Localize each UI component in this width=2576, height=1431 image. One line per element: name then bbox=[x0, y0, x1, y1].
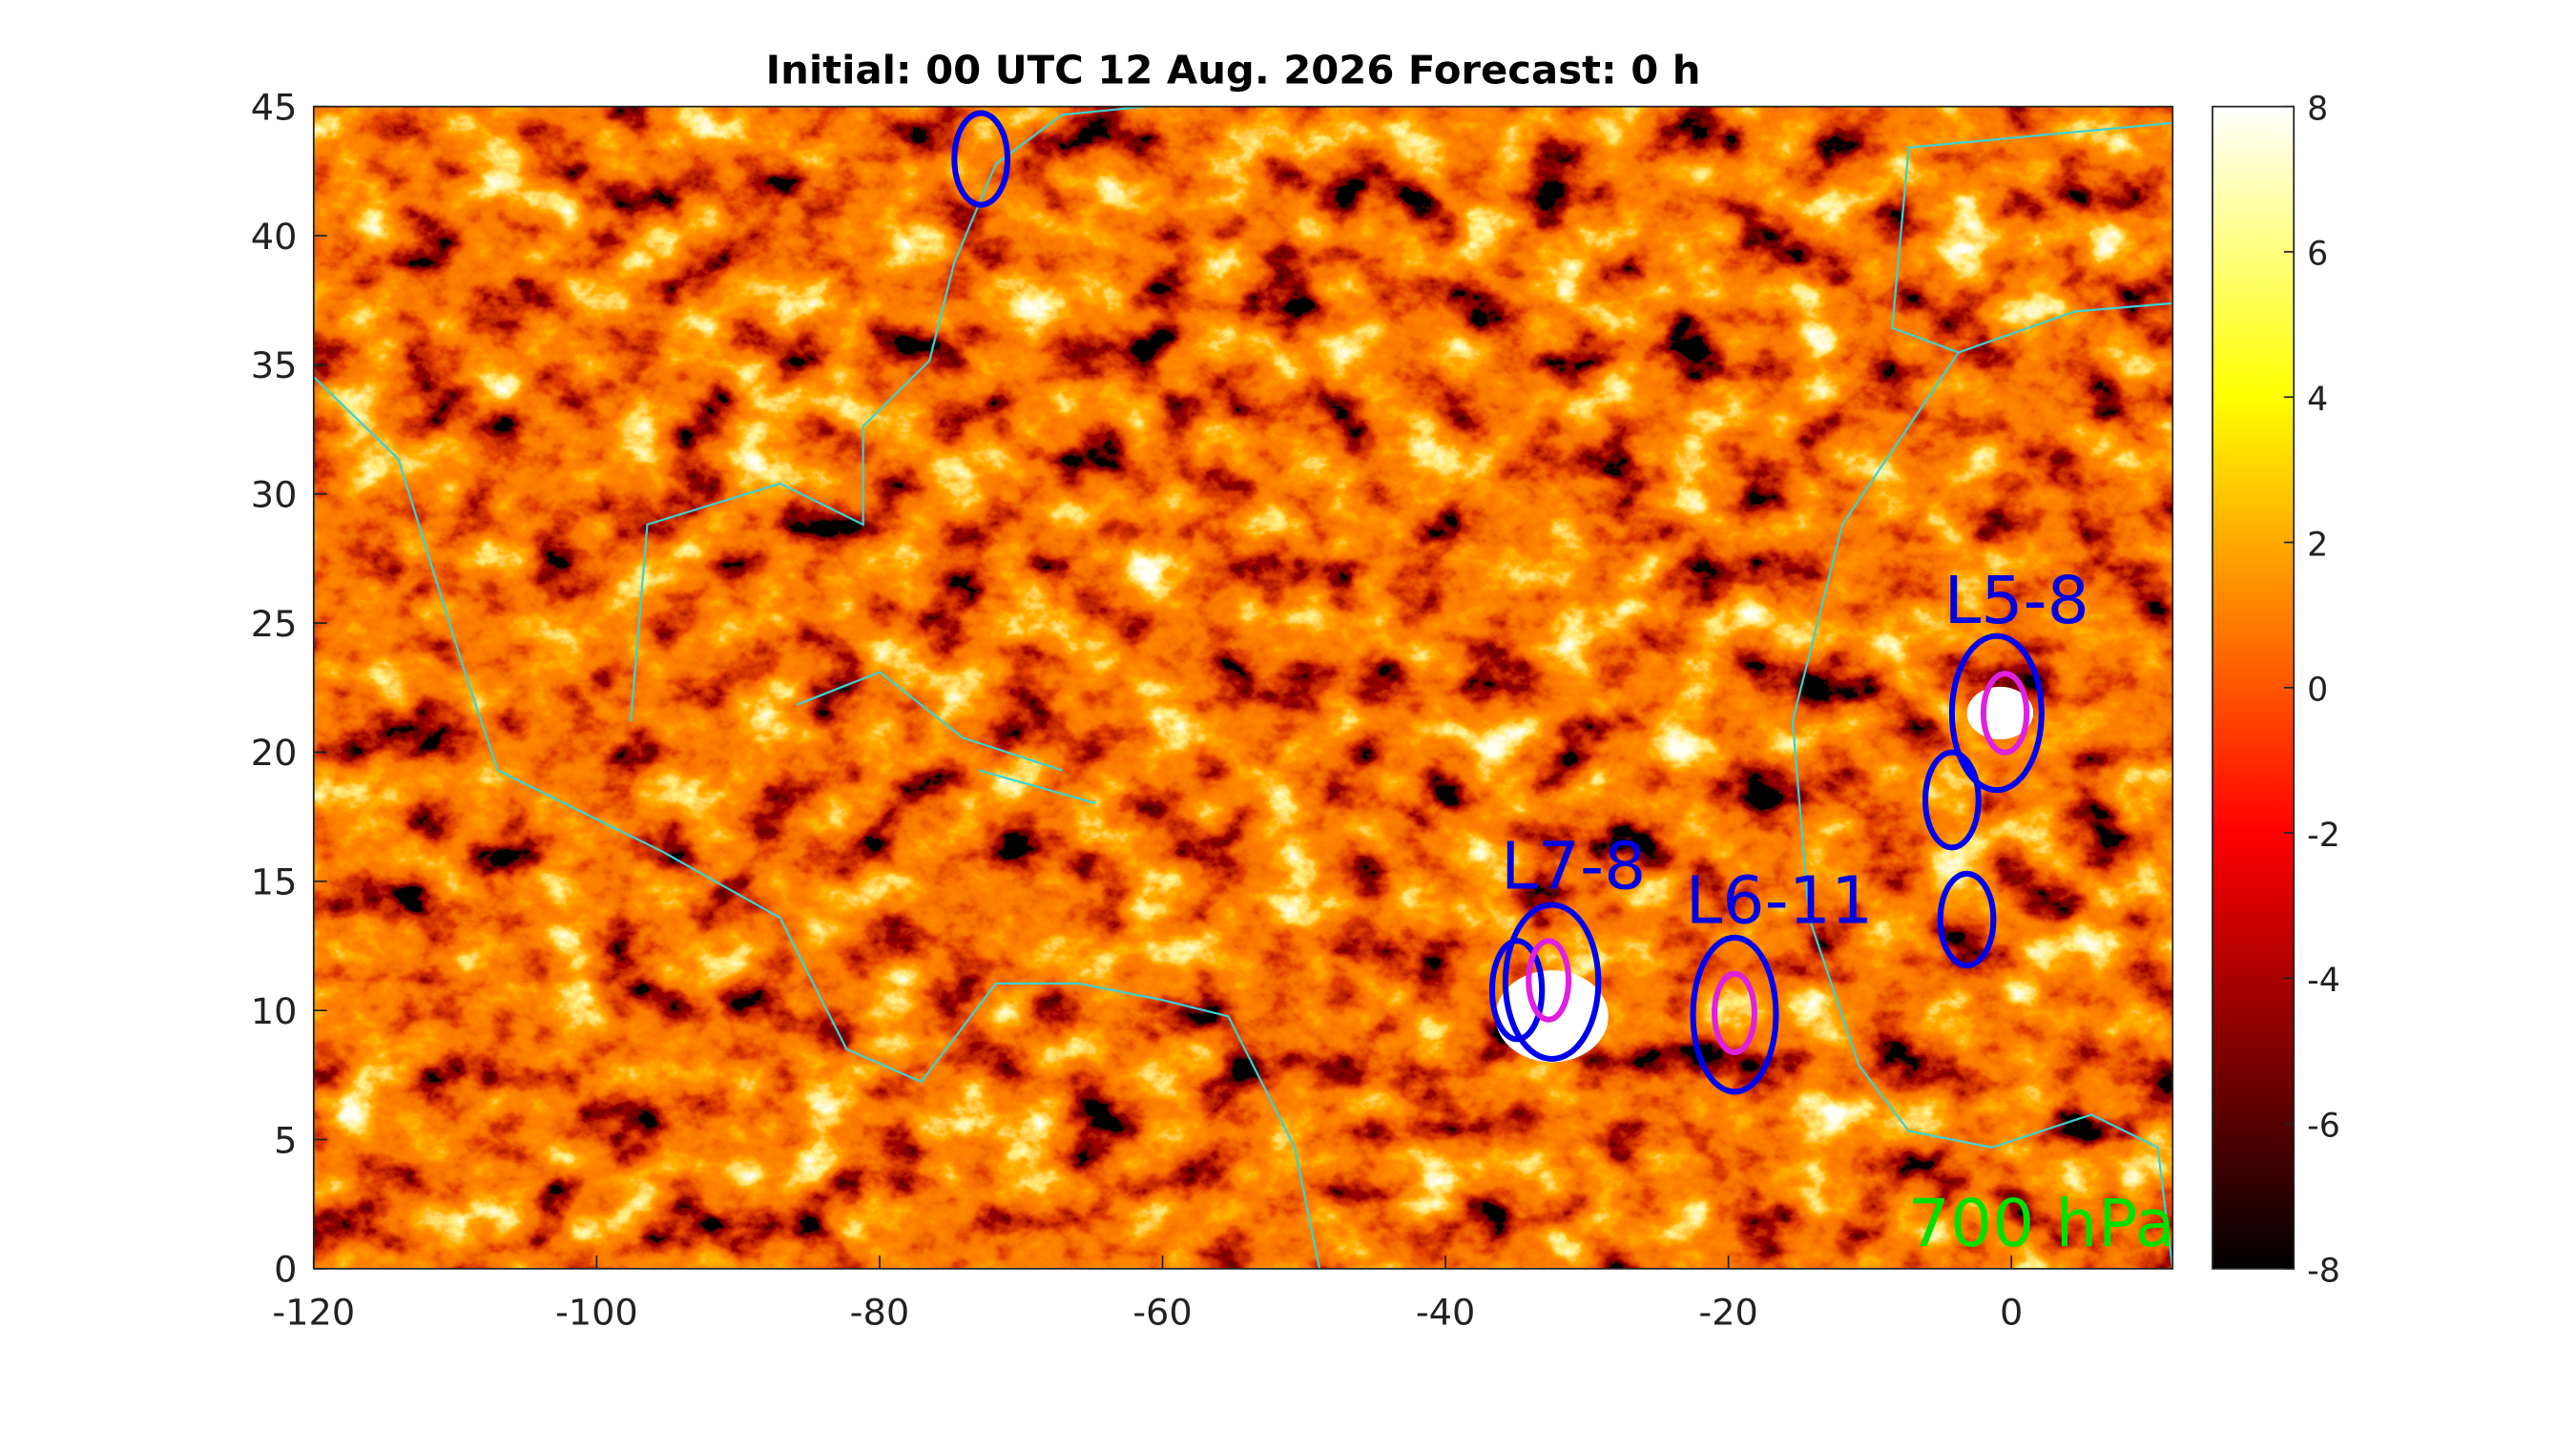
storm-circles bbox=[951, 110, 2045, 1095]
colorbar-tick-label: 4 bbox=[2307, 381, 2328, 419]
y-tick-label: 0 bbox=[274, 1249, 297, 1291]
coastline bbox=[313, 105, 2174, 1270]
chart-title: Initial: 00 UTC 12 Aug. 2026 Forecast: 0… bbox=[766, 47, 1701, 93]
y-tick-label: 5 bbox=[274, 1120, 297, 1162]
y-tick-label: 30 bbox=[251, 474, 298, 516]
x-tick-label: -40 bbox=[1416, 1292, 1475, 1334]
colorbar-tick-label: -8 bbox=[2307, 1253, 2340, 1291]
colorbar-tick-label: -6 bbox=[2307, 1108, 2340, 1146]
field bbox=[313, 106, 2173, 1269]
colorbar-tick-label: 6 bbox=[2307, 236, 2328, 274]
y-tick-label: 15 bbox=[251, 861, 298, 903]
x-tick-label: -60 bbox=[1132, 1292, 1192, 1334]
colorbar-tick-label: -4 bbox=[2307, 962, 2340, 1000]
colorbar-tick-label: 2 bbox=[2307, 526, 2328, 564]
y-tick-label: 35 bbox=[251, 344, 298, 386]
annotation: 700 hPa bbox=[1908, 1186, 2175, 1262]
colorbar-tick-label: -2 bbox=[2307, 817, 2340, 855]
colorbar-tick-label: 8 bbox=[2307, 91, 2328, 129]
axes-box bbox=[312, 105, 2174, 1270]
x-tick-label: -100 bbox=[555, 1292, 638, 1334]
x-tick-label: -80 bbox=[850, 1292, 909, 1334]
y-tick-label: 25 bbox=[251, 603, 298, 645]
annotation: L7-8 bbox=[1501, 829, 1646, 905]
colorbar-tick-label: 0 bbox=[2307, 672, 2328, 710]
y-tick-label: 40 bbox=[251, 216, 298, 258]
annotation: L5-8 bbox=[1944, 563, 2089, 639]
x-tick-label: 0 bbox=[2000, 1292, 2023, 1334]
y-tick-label: 10 bbox=[251, 990, 298, 1032]
y-tick-label: 45 bbox=[251, 87, 298, 129]
colorbar bbox=[2212, 105, 2296, 1270]
y-tick-label: 20 bbox=[251, 732, 298, 774]
x-tick-label: -20 bbox=[1698, 1292, 1757, 1334]
x-tick-label: -120 bbox=[272, 1292, 355, 1334]
annotation: L6-11 bbox=[1686, 863, 1874, 940]
